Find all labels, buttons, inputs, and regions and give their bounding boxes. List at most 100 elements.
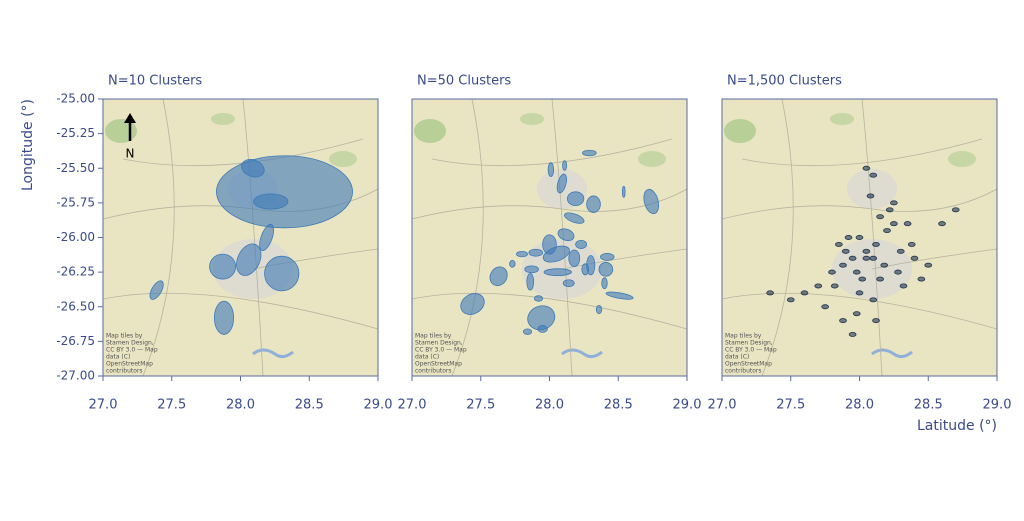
- cluster: [543, 268, 572, 276]
- cluster: [489, 266, 508, 287]
- x-tick-label: 29.0: [983, 398, 1012, 413]
- cluster: [907, 241, 916, 247]
- cluster: [264, 255, 300, 292]
- cluster: [894, 269, 902, 275]
- north-arrow-head: [124, 113, 136, 123]
- x-tick-label: 27.0: [89, 398, 118, 413]
- attribution: data (C): [725, 354, 749, 361]
- park: [414, 119, 446, 143]
- cluster: [862, 248, 871, 254]
- cluster: [581, 263, 590, 276]
- cluster: [213, 300, 235, 335]
- cluster: [883, 228, 891, 234]
- y-tick-label: -25.00: [56, 92, 95, 106]
- cluster: [910, 255, 919, 261]
- cluster: [643, 188, 660, 215]
- park: [638, 151, 666, 167]
- x-tick-label: 28.5: [914, 398, 943, 413]
- y-tick-label: -25.50: [56, 161, 95, 175]
- road: [252, 248, 378, 270]
- cluster: [253, 193, 289, 210]
- cluster: [899, 283, 908, 289]
- cluster: [786, 297, 795, 303]
- y-tick-label: -27.00: [56, 369, 95, 383]
- cluster: [516, 250, 528, 258]
- cluster: [862, 165, 871, 171]
- panel-title: N=50 Clusters: [417, 74, 511, 89]
- x-tick-label: 29.0: [364, 398, 393, 413]
- cluster: [839, 318, 847, 324]
- cluster: [528, 248, 544, 257]
- x-tick-label: 27.5: [776, 398, 805, 413]
- map-bg: [103, 99, 378, 376]
- cluster: [800, 290, 809, 296]
- cluster: [872, 318, 880, 324]
- cluster: [522, 328, 533, 335]
- cluster: [562, 279, 575, 288]
- cluster: [586, 195, 601, 213]
- cluster: [259, 223, 275, 252]
- x-tick-label: 28.0: [226, 398, 255, 413]
- park: [830, 113, 854, 125]
- cluster: [951, 207, 960, 213]
- x-tick-label: 28.5: [604, 398, 633, 413]
- cluster: [890, 221, 898, 227]
- cluster: [216, 155, 353, 229]
- attribution: Stamen Design,: [725, 340, 773, 347]
- road: [412, 292, 687, 330]
- cluster: [844, 235, 853, 240]
- cluster: [601, 277, 608, 290]
- cluster: [869, 255, 878, 261]
- road: [861, 99, 883, 376]
- road: [722, 188, 997, 220]
- cluster: [149, 280, 164, 300]
- cluster: [903, 221, 912, 227]
- cluster: [855, 290, 864, 296]
- road: [761, 99, 794, 376]
- cluster: [542, 245, 570, 263]
- cluster: [852, 311, 861, 317]
- cluster: [526, 273, 535, 291]
- cluster: [876, 214, 884, 220]
- cluster: [605, 291, 634, 300]
- attribution: OpenStreetMap: [415, 361, 462, 368]
- attribution: CC BY 3.0 — Map: [725, 347, 777, 354]
- attribution: CC BY 3.0 — Map: [415, 347, 467, 354]
- cluster: [848, 255, 857, 261]
- water: [871, 348, 913, 359]
- cluster: [917, 276, 926, 282]
- park: [520, 113, 544, 125]
- cluster: [557, 228, 575, 242]
- attribution: contributors: [415, 368, 452, 375]
- cluster: [241, 159, 265, 178]
- cluster: [537, 325, 548, 333]
- cluster: [209, 253, 237, 280]
- attribution: Map tiles by: [725, 333, 762, 340]
- park: [211, 113, 235, 125]
- cluster: [509, 259, 516, 268]
- panel-title: N=10 Clusters: [108, 74, 202, 89]
- road: [431, 138, 673, 167]
- road: [103, 292, 378, 330]
- cluster: [556, 173, 567, 194]
- cluster: [236, 243, 262, 276]
- road: [741, 138, 983, 167]
- park: [329, 151, 357, 167]
- cluster: [869, 297, 878, 303]
- cluster: [821, 304, 829, 310]
- cluster: [839, 262, 847, 268]
- cluster: [869, 172, 878, 178]
- cluster: [848, 331, 857, 337]
- cluster: [595, 304, 603, 315]
- attribution: data (C): [106, 354, 130, 361]
- cluster: [841, 248, 850, 254]
- cluster: [852, 269, 861, 275]
- attribution: Map tiles by: [106, 333, 143, 340]
- x-tick-label: 28.5: [295, 398, 324, 413]
- cluster: [524, 265, 539, 274]
- cluster: [855, 235, 864, 240]
- cluster: [872, 241, 880, 247]
